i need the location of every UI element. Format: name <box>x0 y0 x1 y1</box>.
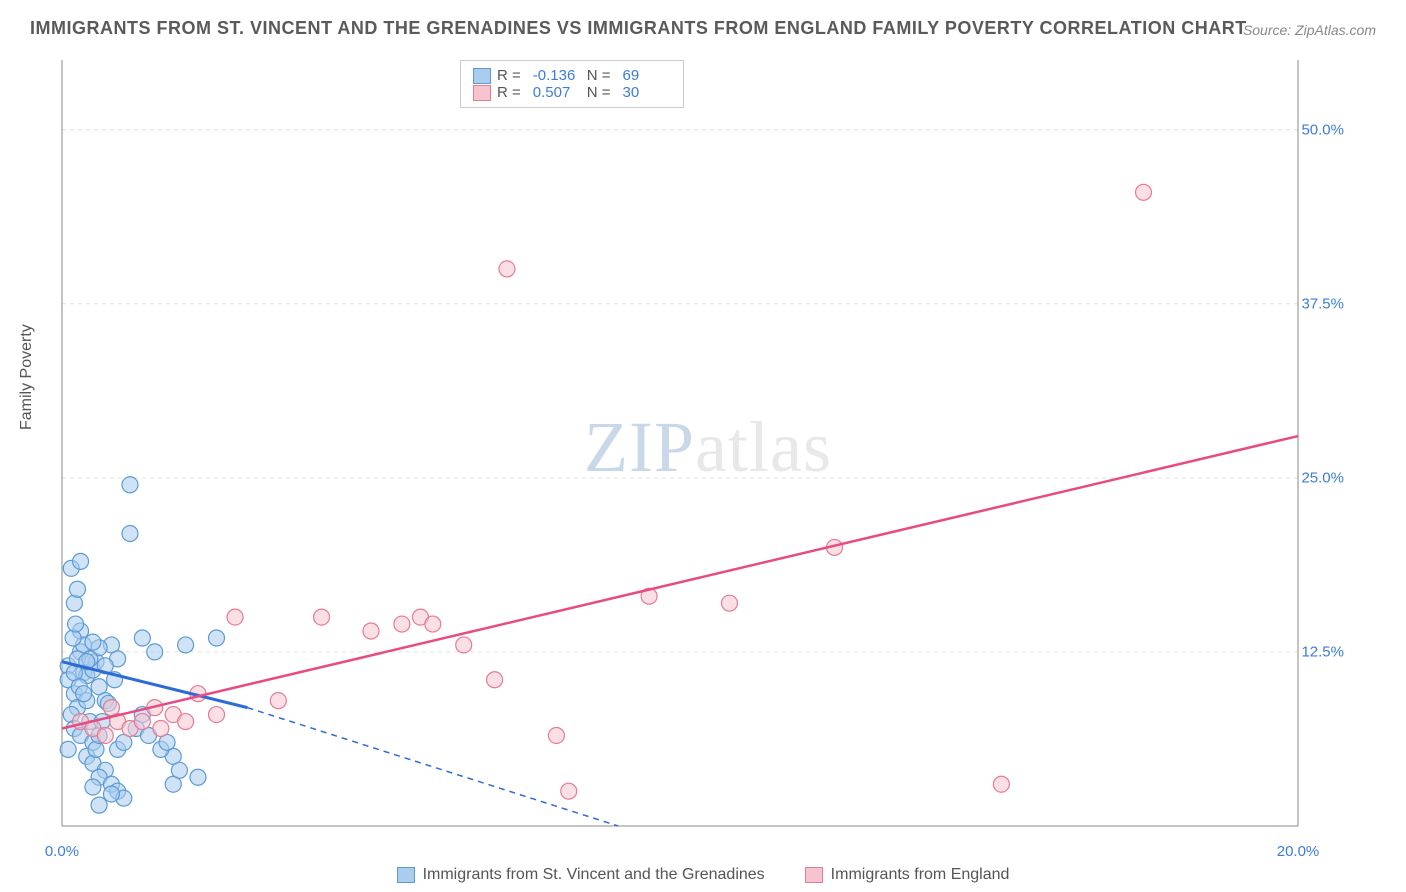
r-value-1: -0.136 <box>533 67 581 84</box>
x-tick-label: 20.0% <box>1277 843 1320 860</box>
legend-label-series1: Immigrants from St. Vincent and the Gren… <box>423 866 765 884</box>
bottom-legend: Immigrants from St. Vincent and the Gren… <box>0 866 1406 884</box>
n-value-1: 69 <box>623 67 671 84</box>
stats-legend: R = -0.136 N = 69 R = 0.507 N = 30 <box>460 60 684 108</box>
scatter-plot <box>58 56 1358 856</box>
chart-title: IMMIGRANTS FROM ST. VINCENT AND THE GREN… <box>30 18 1247 39</box>
chart-area: ZIPatlas 12.5%25.0%37.5%50.0%0.0%20.0% <box>58 56 1358 856</box>
legend-item-series2: Immigrants from England <box>805 866 1010 884</box>
swatch-series2-icon <box>805 867 823 883</box>
r-label-2: R = <box>497 84 521 101</box>
y-tick-label: 50.0% <box>1301 121 1344 138</box>
n-label: N = <box>587 67 611 84</box>
legend-label-series2: Immigrants from England <box>831 866 1010 884</box>
y-tick-label: 12.5% <box>1301 643 1344 660</box>
swatch-series1-icon <box>473 68 491 84</box>
legend-item-series1: Immigrants from St. Vincent and the Gren… <box>397 866 765 884</box>
y-tick-label: 25.0% <box>1301 469 1344 486</box>
r-value-2: 0.507 <box>533 84 581 101</box>
r-label: R = <box>497 67 521 84</box>
swatch-series1-icon <box>397 867 415 883</box>
y-axis-label: Family Poverty <box>18 324 36 430</box>
n-label-2: N = <box>587 84 611 101</box>
y-tick-label: 37.5% <box>1301 295 1344 312</box>
n-value-2: 30 <box>623 84 671 101</box>
stats-row-series1: R = -0.136 N = 69 <box>473 67 671 84</box>
x-tick-label: 0.0% <box>45 843 79 860</box>
swatch-series2-icon <box>473 85 491 101</box>
stats-row-series2: R = 0.507 N = 30 <box>473 84 671 101</box>
source-attribution: Source: ZipAtlas.com <box>1243 22 1376 38</box>
